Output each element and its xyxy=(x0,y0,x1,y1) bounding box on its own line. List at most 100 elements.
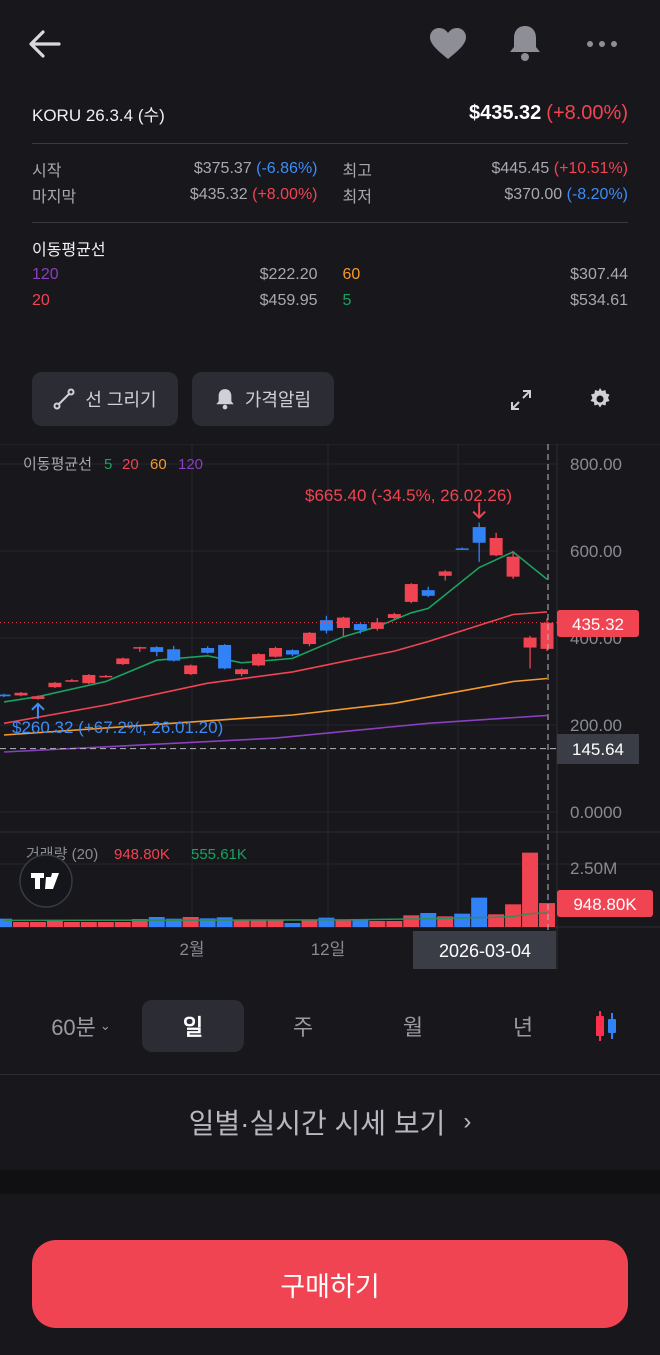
more-button[interactable] xyxy=(582,30,622,58)
volume-bar xyxy=(46,921,63,927)
favorite-button[interactable] xyxy=(428,24,468,64)
volume-bar xyxy=(267,920,284,927)
high-value: $445.45 xyxy=(491,160,550,177)
ma-120-line xyxy=(3,714,548,753)
ma-legend-60: 60 xyxy=(150,456,167,473)
candle-body xyxy=(0,694,11,697)
candle-body xyxy=(235,669,249,675)
expand-chart-button[interactable] xyxy=(505,384,537,416)
candle-body xyxy=(99,675,113,678)
tradingview-logo[interactable] xyxy=(19,854,73,908)
ma-legend-5: 5 xyxy=(104,456,112,473)
more-dots-icon xyxy=(587,41,617,47)
open-label: 시작 xyxy=(32,163,62,180)
candle-body xyxy=(319,620,333,631)
volume-current: 948.80K xyxy=(114,846,170,863)
price-chart[interactable]: 이동평균선 5 20 60 120 800.00 600.00 400.00 2… xyxy=(0,444,660,969)
volume-y-tick: 2.50M xyxy=(570,859,617,878)
current-change: (+8.00%) xyxy=(546,101,628,124)
summary-header: KORU 26.3.4 (수) $435.32 (+8.00%) xyxy=(32,101,628,125)
divider xyxy=(0,1074,660,1075)
ma-60-period: 60 xyxy=(342,266,361,283)
tab-month[interactable]: 월 xyxy=(363,1000,463,1052)
candle-body xyxy=(252,654,266,666)
candle-body xyxy=(404,584,418,602)
tab-week-label: 주 xyxy=(292,1015,314,1040)
daily-realtime-label: 일별·실시간 시세 보기 xyxy=(188,1108,446,1139)
tab-year[interactable]: 년 xyxy=(473,1000,573,1052)
high-label: 최고 xyxy=(342,163,372,180)
volume-tag-label: 948.80K xyxy=(573,895,637,914)
gear-icon xyxy=(590,388,610,408)
low-value: $370.00 xyxy=(504,186,563,203)
y-tick: 200.00 xyxy=(570,716,622,735)
candle-body xyxy=(14,692,28,696)
candle-body xyxy=(489,537,503,556)
ma-legend-120: 120 xyxy=(178,456,203,473)
draw-line-label: 선 그리기 xyxy=(85,390,157,410)
candle-body xyxy=(150,647,164,652)
candle-body xyxy=(506,556,520,577)
volume-bars xyxy=(0,852,556,927)
ma-5-period: 5 xyxy=(342,292,352,309)
ma-title-row: 이동평균선 xyxy=(32,236,628,260)
interval-minute-dropdown[interactable]: 60분 ⌄ xyxy=(36,1000,126,1052)
volume-bar xyxy=(386,921,403,927)
heart-icon xyxy=(430,28,466,59)
volume-bar xyxy=(352,919,369,927)
chevron-right-icon: › xyxy=(463,1108,472,1135)
candle-body xyxy=(31,696,45,699)
back-button[interactable] xyxy=(24,24,66,64)
price-alert-bell-button[interactable] xyxy=(505,22,545,64)
volume-bar xyxy=(539,903,556,927)
current-price-tag xyxy=(557,610,639,637)
ma-60-value: $307.44 xyxy=(570,266,628,283)
daily-realtime-link[interactable]: 일별·실시간 시세 보기 › xyxy=(0,1098,660,1146)
candles xyxy=(0,522,554,700)
volume-bar xyxy=(131,918,148,927)
y-tick: 600.00 xyxy=(570,542,622,561)
volume-bar xyxy=(29,921,46,927)
ohlc-row-1: 시작 $375.37 (-6.86%) 최고 $445.45 (+10.51%) xyxy=(32,157,628,181)
volume-bar xyxy=(97,921,114,927)
chart-type-button[interactable] xyxy=(588,1008,624,1044)
volume-ma: 555.61K xyxy=(191,846,247,863)
ma-title: 이동평균선 xyxy=(32,242,106,259)
volume-bar xyxy=(284,922,301,927)
candle-body xyxy=(472,527,486,543)
tab-month-label: 월 xyxy=(402,1015,424,1040)
close-label: 마지막 xyxy=(32,189,77,206)
ohlc-row-2: 마지막 $435.32 (+8.00%) 최저 $370.00 (-8.20%) xyxy=(32,183,628,207)
candle-body xyxy=(455,548,469,550)
tab-week[interactable]: 주 xyxy=(253,1000,353,1052)
volume-bar xyxy=(114,921,131,927)
current-price-label: 435.32 xyxy=(572,615,624,634)
ma-legend-20: 20 xyxy=(122,456,139,473)
chart-settings-button[interactable] xyxy=(584,383,616,415)
volume-bar xyxy=(250,919,267,927)
volume-bar xyxy=(454,913,471,927)
volume-bar xyxy=(80,921,97,927)
crosshair-price-tag xyxy=(557,734,639,764)
candle-body xyxy=(370,622,384,629)
bell-icon xyxy=(510,26,540,61)
candle-body xyxy=(65,680,79,682)
buy-button-label: 구매하기 xyxy=(280,1271,380,1302)
candle-body xyxy=(269,648,283,657)
candle-body xyxy=(285,650,299,655)
draw-line-button[interactable]: 선 그리기 xyxy=(32,372,178,426)
ticker-date: KORU 26.3.4 (수) xyxy=(32,105,165,125)
section-separator xyxy=(0,1170,660,1194)
chart-overlay xyxy=(0,444,557,931)
divider xyxy=(32,222,628,223)
candle-body xyxy=(540,622,554,649)
candle-body xyxy=(387,614,401,618)
price-alert-button[interactable]: 가격알림 xyxy=(192,372,334,426)
candle-body xyxy=(184,665,198,675)
volume-bar xyxy=(420,912,437,927)
moving-average-lines xyxy=(3,550,548,753)
volume-bar xyxy=(335,919,352,927)
buy-button[interactable]: 구매하기 xyxy=(32,1240,628,1328)
candle-body xyxy=(133,647,147,649)
tab-day[interactable]: 일 xyxy=(142,1000,244,1052)
